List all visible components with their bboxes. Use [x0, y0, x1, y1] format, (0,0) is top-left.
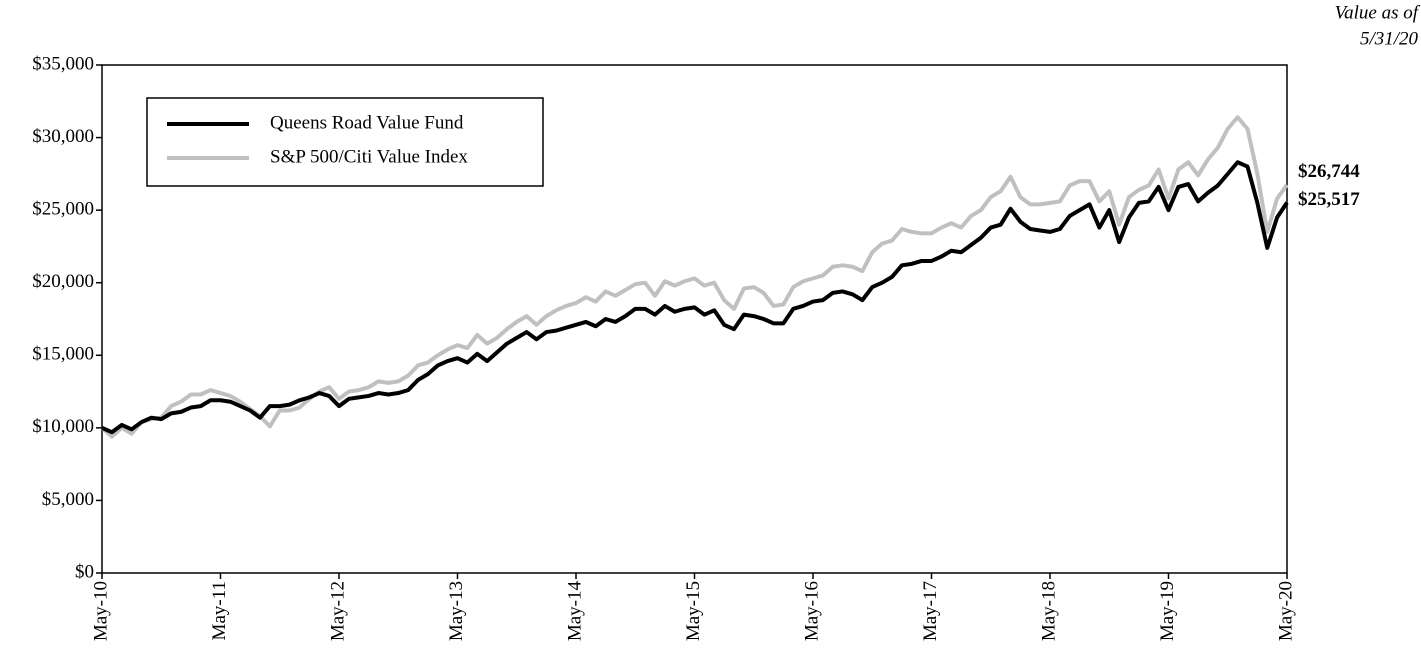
y-tick-label: $0	[75, 561, 94, 582]
y-tick-label: $5,000	[42, 489, 94, 510]
series-line	[101, 160, 1289, 435]
x-tick-label: May-20	[1275, 581, 1296, 641]
y-tick-label: $20,000	[32, 271, 94, 292]
x-tick-label: May-13	[446, 581, 467, 641]
x-tick-label: May-19	[1157, 581, 1178, 641]
y-tick-label: $25,000	[32, 199, 94, 220]
legend-box	[146, 97, 544, 187]
series-line	[100, 115, 1289, 439]
x-tick-label: May-17	[920, 581, 941, 641]
annotation: 5/31/20	[1360, 28, 1419, 49]
value-label: $26,744	[1298, 161, 1360, 182]
x-tick-label: May-16	[801, 581, 822, 641]
value-label: $25,517	[1298, 189, 1360, 210]
x-tick-label: May-18	[1038, 581, 1059, 641]
x-tick-label: May-12	[327, 581, 348, 641]
x-tick-label: May-10	[90, 581, 111, 641]
legend-label: Queens Road Value Fund	[270, 112, 464, 133]
legend-label: S&P 500/Citi Value Index	[270, 146, 468, 167]
y-tick-label: $10,000	[32, 416, 94, 437]
x-tick-label: May-15	[683, 581, 704, 641]
x-tick-label: May-14	[564, 581, 585, 642]
x-tick-label: May-11	[209, 581, 230, 640]
y-tick-label: $30,000	[32, 126, 94, 147]
annotation: Value as of	[1335, 2, 1421, 23]
y-tick-label: $35,000	[32, 53, 94, 74]
y-tick-label: $15,000	[32, 344, 94, 365]
